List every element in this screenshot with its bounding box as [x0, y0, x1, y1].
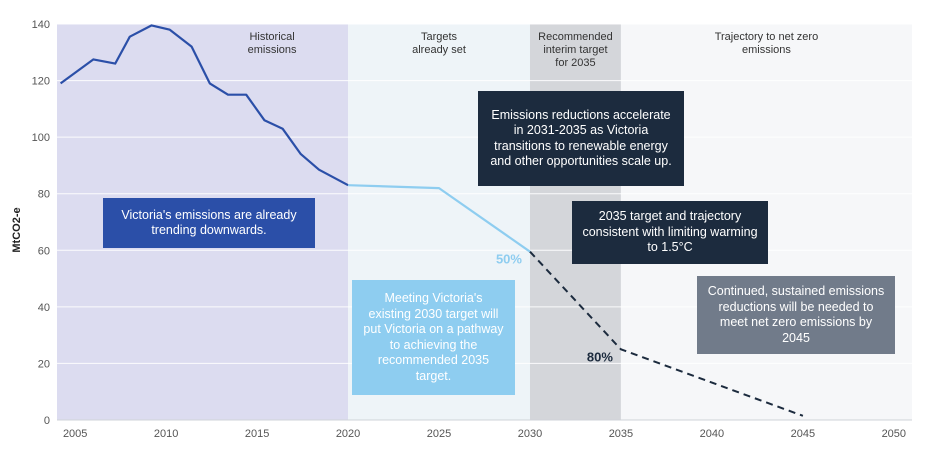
x-tick-2020: 2020 — [336, 428, 360, 440]
x-tick-2045: 2045 — [791, 428, 815, 440]
x-tick-2010: 2010 — [154, 428, 178, 440]
annotation-trending-text: Victoria's emissions are already trendin… — [121, 207, 297, 238]
emission-series — [59, 24, 804, 417]
x-axis-ticks: 2005 2010 2015 2020 2025 2030 2035 2040 2045 2050 — [63, 428, 906, 440]
reduction-label-80: 80% — [587, 349, 613, 364]
y-tick-120: 120 — [32, 76, 50, 88]
annotation-2035-target-text: 2035 target and trajectory consistent wi… — [582, 209, 758, 255]
series-targets-already-set — [348, 184, 531, 253]
x-tick-2035: 2035 — [609, 428, 633, 440]
annotation-2035-target: 2035 target and trajectory consistent wi… — [572, 201, 768, 264]
x-tick-2005: 2005 — [63, 428, 87, 440]
period-labels: Historical emissions Targets already set Rec… — [248, 31, 819, 69]
period-label-trajectory-to-net-zero-emissions: Trajectory to net zero emissions — [715, 31, 819, 56]
y-tick-100: 100 — [32, 132, 50, 144]
series-historical-emissions — [59, 24, 349, 187]
y-tick-40: 40 — [38, 302, 50, 314]
y-axis-ticks: 0 20 40 60 80 100 120 140 — [32, 19, 50, 427]
x-tick-2040: 2040 — [700, 428, 724, 440]
reduction-label-50: 50% — [496, 252, 522, 267]
x-tick-2025: 2025 — [427, 428, 451, 440]
period-label-recommended-interim-target-for-2035: Recommended interim target for 2035 — [538, 31, 613, 69]
annotation-accelerate-text: Emissions reductions accelerate in 2031-… — [490, 107, 672, 169]
y-tick-140: 140 — [32, 19, 50, 31]
annotation-meeting-2030-target: Meeting Victoria's existing 2030 target … — [352, 280, 515, 395]
reduction-labels: 50% 80% — [496, 252, 613, 365]
y-tick-20: 20 — [38, 358, 50, 370]
series-trajectory-to-net-zero — [529, 251, 804, 417]
y-tick-60: 60 — [38, 245, 50, 257]
x-tick-2015: 2015 — [245, 428, 269, 440]
annotation-meeting-text: Meeting Victoria's existing 2030 target … — [363, 291, 504, 383]
x-tick-2050: 2050 — [882, 428, 906, 440]
x-tick-2030: 2030 — [518, 428, 542, 440]
y-tick-0: 0 — [44, 415, 50, 427]
y-axis-label: MtCO2-e — [11, 207, 23, 252]
period-label-historical-emissions: Historical emissions — [248, 31, 297, 56]
period-label-targets-already-set: Targets already set — [412, 31, 466, 56]
annotation-accelerate: Emissions reductions accelerate in 2031-… — [478, 91, 684, 186]
y-tick-80: 80 — [38, 189, 50, 201]
annotation-continued-reductions: Continued, sustained emissions reduction… — [697, 276, 895, 354]
annotation-continued-text: Continued, sustained emissions reduction… — [707, 284, 885, 345]
annotation-trending-downwards: Victoria's emissions are already trendin… — [103, 198, 315, 248]
